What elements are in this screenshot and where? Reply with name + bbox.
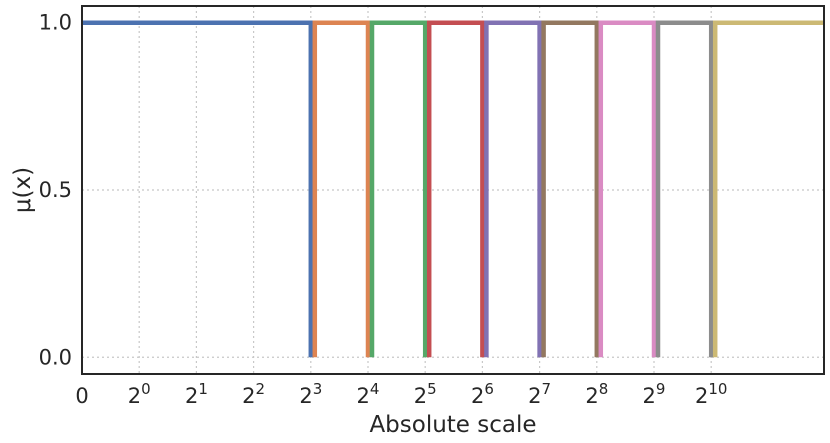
series-line-4 xyxy=(426,20,485,358)
series-line-8 xyxy=(655,20,714,358)
plot-frame xyxy=(81,5,825,375)
series-line-6 xyxy=(541,20,600,358)
x-tick-label: 21 xyxy=(185,380,208,408)
y-tick-label: 0.0 xyxy=(39,345,72,369)
x-axis-label: Absolute scale xyxy=(369,412,536,438)
x-tick-labels: 0 20 21 22 23 24 25 26 27 28 29 210 xyxy=(75,380,727,408)
x-tick-label: 22 xyxy=(242,380,265,408)
series-line-1 xyxy=(82,20,314,358)
x-tick-label: 29 xyxy=(643,380,666,408)
series-line-2 xyxy=(312,20,371,358)
x-tick-label: 20 xyxy=(128,380,151,408)
x-tick-label: 0 xyxy=(75,384,88,408)
series-group xyxy=(82,20,824,358)
series-line-9 xyxy=(712,20,824,358)
series-line-5 xyxy=(484,20,542,358)
series-line-3 xyxy=(369,20,428,358)
x-tick-label: 26 xyxy=(471,380,494,408)
x-tick-label: 28 xyxy=(585,380,608,408)
y-tick-label: 1.0 xyxy=(39,11,72,35)
y-tick-labels: 0.0 0.5 1.0 xyxy=(39,11,72,370)
x-tick-label: 24 xyxy=(357,380,380,408)
y-axis-label: μ(x) xyxy=(10,167,36,213)
x-tick-label: 25 xyxy=(414,380,437,408)
x-tick-label: 23 xyxy=(299,380,322,408)
x-tick-label: 27 xyxy=(528,380,551,408)
series-line-7 xyxy=(598,20,657,358)
y-tick-label: 0.5 xyxy=(39,178,72,202)
x-tick-label: 210 xyxy=(695,380,727,408)
